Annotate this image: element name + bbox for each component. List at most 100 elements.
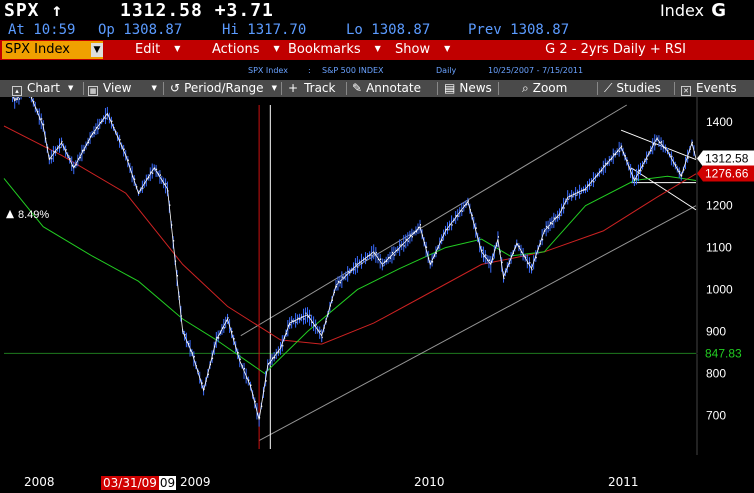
studies-button[interactable]: ⟋ Studies (604, 80, 661, 97)
security-field[interactable]: SPX Index ▼ (2, 41, 103, 59)
zoom-button[interactable]: ⌕ Zoom (522, 80, 567, 97)
period-range-button[interactable]: ↺ Period/Range ▼ (170, 80, 277, 97)
news-button[interactable]: ▤ News (444, 80, 492, 97)
chart-icon: ▴ (12, 86, 22, 96)
pct-change-arrow-icon (6, 209, 14, 219)
menu-bookmarks[interactable]: Bookmarks ▼ (288, 40, 381, 60)
info-name: S&P 500 INDEX (322, 66, 384, 75)
divider (346, 82, 347, 95)
quote-time: At 10:59 (8, 22, 76, 38)
grid-icon: ▦ (88, 86, 98, 96)
level-callout-box (697, 345, 754, 362)
divider (83, 82, 84, 95)
chevron-down-icon: ▼ (273, 44, 280, 53)
high-price: Hi 1317.70 (222, 22, 307, 38)
open-price: Op 1308.87 (98, 22, 183, 38)
studies-icon: ⟋ (604, 81, 613, 95)
security-dropdown-icon[interactable]: ▼ (91, 43, 103, 57)
channel-upper-line (240, 104, 628, 337)
chart-button[interactable]: ▴ Chart ▼ (12, 80, 73, 97)
events-button[interactable]: ✕ Events (681, 80, 737, 97)
menu-show-label: Show (395, 42, 431, 57)
track-button[interactable]: + Track (288, 80, 335, 97)
events-icon: ✕ (681, 86, 691, 96)
chevron-down-icon: ▼ (67, 84, 74, 92)
chart-info: SPX Index : S&P 500 INDEX Daily 10/25/20… (0, 62, 754, 78)
magnifier-icon: ⌕ (522, 81, 529, 95)
last-price-callout: 1312.58 (705, 151, 749, 165)
low-price: Lo 1308.87 (346, 22, 431, 38)
ticker-symbol[interactable]: SPX ↑ (4, 0, 64, 21)
period-label: Period/Range (184, 81, 264, 95)
pct-change-label: 8.49% (18, 209, 49, 221)
x-tick-label: 2011 (608, 475, 639, 489)
menu-show[interactable]: Show ▼ (395, 40, 450, 60)
price-line (12, 97, 697, 420)
menu-edit-label: Edit (135, 42, 161, 57)
divider (281, 82, 282, 95)
chevron-down-icon: ▼ (174, 44, 181, 53)
view-button[interactable]: ▦ View ▼ (88, 80, 157, 97)
events-label: Events (696, 81, 737, 95)
divider (674, 82, 675, 95)
last-price: 1312.58 +3.71 (120, 0, 274, 21)
selected-date: 03/31/09 (101, 476, 159, 490)
prev-close: Prev 1308.87 (468, 22, 570, 38)
info-range: 10/25/2007 - 7/15/2011 (488, 66, 584, 75)
selected-date-marker[interactable]: 03/31/09 09 (101, 475, 177, 491)
pencil-icon: ✎ (352, 81, 363, 95)
chart-toolbar: ▴ Chart ▼ ▦ View ▼ ↺ Period/Range ▼ + Track ✎ An… (0, 80, 754, 97)
ma-short-line (3, 175, 697, 375)
last-price-callout-box (697, 150, 754, 167)
chart-label: Chart (27, 81, 60, 95)
menu-bookmarks-label: Bookmarks (288, 42, 361, 57)
y-tick-label: 1400 (706, 115, 733, 129)
divider (437, 82, 438, 95)
menu-edit[interactable]: Edit ▼ (135, 40, 180, 60)
ma-long-line (3, 125, 697, 345)
info-separator: : (308, 66, 311, 75)
info-frequency: Daily (436, 66, 457, 75)
price-chart[interactable]: 700800900100011001200130014001312.581276… (0, 97, 754, 455)
y-tick-label: 800 (706, 366, 726, 380)
chart-canvas[interactable]: 700800900100011001200130014001312.581276… (0, 97, 754, 455)
x-axis: 2008 2009 2010 2011 03/31/09 09 (0, 455, 754, 493)
info-ticker: SPX Index (248, 66, 288, 75)
x-tick-label: 2008 (24, 475, 55, 489)
ma-value-callout: 1276.66 (705, 167, 749, 181)
chevron-down-icon: ▼ (151, 84, 157, 92)
y-tick-label: 700 (706, 408, 726, 422)
ma-value-callout-box (697, 165, 754, 182)
channel-lower-line (258, 205, 697, 442)
quote-details: At 10:59 Op 1308.87 Hi 1317.70 Lo 1308.8… (0, 22, 754, 39)
security-type: Index (659, 1, 704, 20)
quote-header: SPX ↑ 1312.58 +3.71 Index G (0, 0, 754, 22)
annotate-label: Annotate (366, 81, 421, 95)
annotate-button[interactable]: ✎ Annotate (352, 80, 421, 97)
zoom-label: Zoom (532, 81, 568, 95)
selected-date-tail: 09 (158, 476, 177, 490)
wedge-break-line (631, 167, 697, 211)
divider (597, 82, 598, 95)
y-tick-label: 900 (706, 325, 726, 339)
function-code: G (711, 0, 726, 21)
divider (163, 82, 164, 95)
x-tick-label: 2010 (414, 475, 445, 489)
menu-actions[interactable]: Actions ▼ (212, 40, 280, 60)
news-icon: ▤ (444, 81, 456, 95)
level-callout: 847.83 (705, 346, 742, 360)
divider (498, 82, 499, 95)
period-icon: ↺ (170, 81, 181, 95)
studies-label: Studies (616, 81, 661, 95)
x-tick-label: 2009 (180, 475, 211, 489)
news-label: News (459, 81, 492, 95)
security-label: SPX Index (5, 42, 70, 57)
menu-actions-label: Actions (212, 42, 260, 57)
y-tick-label: 1100 (706, 241, 732, 255)
y-tick-label: 1200 (706, 199, 733, 213)
chevron-down-icon: ▼ (444, 44, 451, 53)
menu-bar: SPX Index ▼ Edit ▼ Actions ▼ Bookmarks ▼ Sh… (0, 40, 754, 60)
graph-title: G 2 - 2yrs Daily + RSI (545, 42, 686, 57)
chevron-down-icon: ▼ (374, 44, 381, 53)
crosshair-icon: + (288, 81, 299, 95)
